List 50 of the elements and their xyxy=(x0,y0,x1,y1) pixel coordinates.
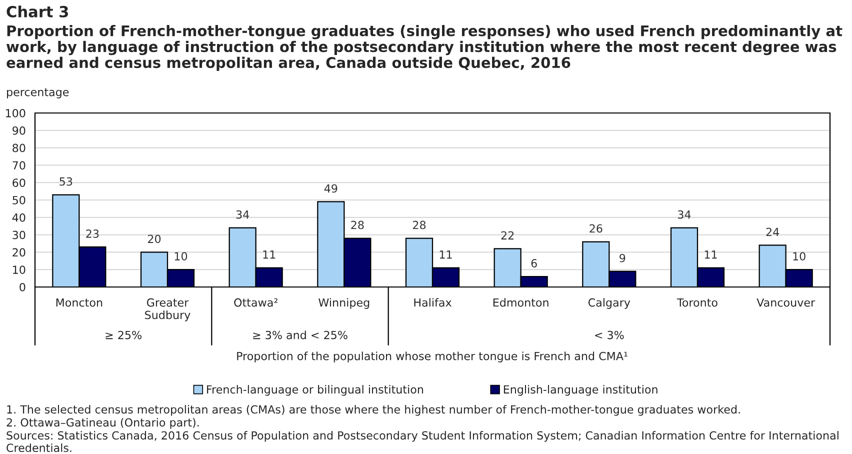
data-label: 22 xyxy=(501,231,514,240)
chart-subtitle: Proportion of French-mother-tongue graduates (single responses) who used French predominantly at work, by language of instruction of the postsecondary institution where the most recent degree was earned and census metropolitan area, Canada outside Quebec, 2016 xyxy=(6,25,842,71)
data-label: 23 xyxy=(86,229,99,238)
data-label: 34 xyxy=(236,210,250,219)
data-label: 6 xyxy=(531,259,537,268)
data-label: 34 xyxy=(678,210,691,219)
y-tick-label: 80 xyxy=(12,144,26,152)
text: 1. The selected census metropolitan areas (CMAs) are those where the highest number of French-mother-tongue graduates worked. xyxy=(7,405,740,416)
legend-label: English-language institution xyxy=(504,385,658,396)
x-tick-label: Toronto xyxy=(676,298,718,307)
y-tick-label: 40 xyxy=(12,213,26,222)
x-tick-label: Vancouver xyxy=(756,298,816,307)
text: ≥ 3% and < 25% xyxy=(253,330,348,340)
y-tick-label: 50 xyxy=(12,196,26,204)
source-note: Sources: Statistics Canada, 2016 Census of Population and Postsecondary Student Information System; Canadian Information Centre for International Credentials. xyxy=(6,431,838,452)
x-tick-label: Greater Sudbury xyxy=(145,298,190,322)
data-label: 10 xyxy=(793,252,806,261)
text: ≥ 25% xyxy=(106,330,142,340)
data-label: 11 xyxy=(440,250,452,259)
data-label: 11 xyxy=(704,250,717,259)
x-tick-label: Calgary xyxy=(588,298,630,309)
y-tick-label: 0 xyxy=(20,282,26,292)
x-tick-label: Ottawa² xyxy=(234,298,278,307)
x-tick-label: Winnipeg xyxy=(318,298,370,309)
data-label: 11 xyxy=(263,250,276,259)
y-tick-label: 20 xyxy=(12,248,26,257)
y-tick-label: 100 xyxy=(6,108,26,118)
data-label: 49 xyxy=(324,184,338,193)
data-label: 24 xyxy=(766,228,780,236)
data-label: 10 xyxy=(174,252,188,261)
y-tick-label: 60 xyxy=(12,178,26,187)
y-axis-title: percentage xyxy=(7,88,69,98)
data-label: 26 xyxy=(590,224,602,233)
x-tick-label: Edmonton xyxy=(493,298,548,307)
y-tick-label: 30 xyxy=(12,230,26,240)
y-tick-label: 70 xyxy=(12,161,26,170)
y-tick-label: 90 xyxy=(12,126,26,135)
legend-label: French-language or bilingual institution xyxy=(207,385,424,396)
data-label: 28 xyxy=(412,220,426,230)
x-axis-title: Proportion of the population whose mother tongue is French and CMA¹ xyxy=(237,352,628,362)
data-label: 28 xyxy=(351,220,364,230)
text: < 3% xyxy=(595,330,624,340)
data-label: 20 xyxy=(148,234,161,244)
x-tick-label: Moncton xyxy=(56,298,102,307)
y-tick-label: 10 xyxy=(13,266,26,274)
data-label: 53 xyxy=(60,177,72,186)
data-label: 9 xyxy=(620,254,626,262)
chart-title: Chart 3 xyxy=(6,6,68,18)
x-tick-label: Halifax xyxy=(414,298,452,307)
text: 2. Ottawa–Gatineau (Ontario part). xyxy=(6,418,199,429)
